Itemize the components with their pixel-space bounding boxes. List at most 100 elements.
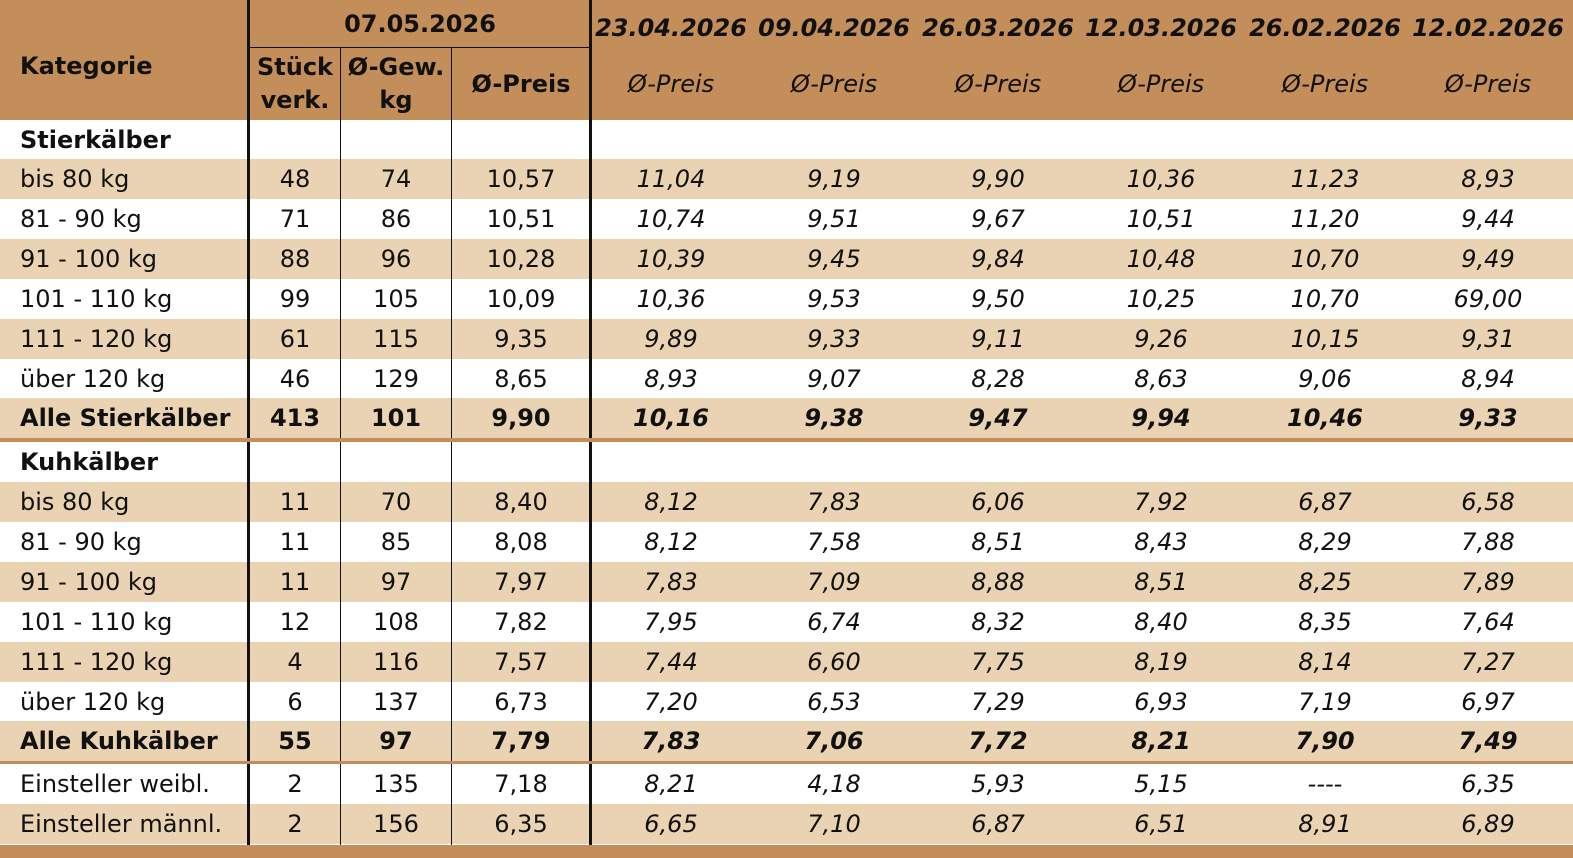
- header-history-date: 23.04.2026: [595, 14, 747, 42]
- row-label: bis 80 kg: [20, 165, 130, 193]
- cell-stueck: 11: [279, 528, 311, 556]
- cell-history-preis: 8,43: [1134, 528, 1188, 556]
- cell-stueck: 12: [279, 608, 311, 636]
- cell-history-preis: 6,06: [971, 488, 1025, 516]
- section-title: Kuhkälber: [20, 448, 159, 476]
- cell-history-preis: 9,50: [971, 285, 1025, 313]
- table-row: 101 - 110 kg 99 105 10,09 10,36 9,53 9,50 10,25…: [0, 279, 1573, 319]
- cell-gewicht: 85: [380, 528, 412, 556]
- row-label: 111 - 120 kg: [20, 648, 173, 676]
- total-row: Alle Kuhkälber 55 97 7,79 7,83 7,06 7,72 8,21 7,…: [0, 721, 1573, 761]
- table-row: bis 80 kg 11 70 8,40 8,12 7,83 6,06 7,92 6,87 6,5…: [0, 482, 1573, 522]
- cell-gewicht: 137: [373, 688, 419, 716]
- cell-history-preis: 8,14: [1298, 648, 1352, 676]
- cell-history-preis: 10,39: [636, 245, 706, 273]
- cell-history-preis: 10,46: [1287, 404, 1363, 432]
- cell-stueck: 4: [287, 648, 303, 676]
- cell-history-preis: 10,70: [1290, 245, 1360, 273]
- table-row: 91 - 100 kg 11 97 7,97 7,83 7,09 8,88 8,51 8,25 7…: [0, 562, 1573, 602]
- cell-preis: 10,09: [486, 285, 556, 313]
- cell-history-preis: 7,83: [644, 568, 698, 596]
- cell-history-preis: 9,33: [1458, 404, 1518, 432]
- cell-history-preis: 6,93: [1134, 688, 1188, 716]
- row-label: bis 80 kg: [20, 488, 130, 516]
- cell-history-preis: 6,35: [1461, 770, 1515, 798]
- section-stierkaelber: Stierkälber: [0, 120, 1573, 160]
- header-history-preis: Ø-Preis: [1444, 70, 1532, 98]
- cell-history-preis: 9,84: [971, 245, 1025, 273]
- cell-preis: 6,73: [494, 688, 548, 716]
- header-current-date: 07.05.2026: [344, 10, 496, 38]
- cell-history-preis: 8,93: [644, 365, 698, 393]
- header-history-date: 26.03.2026: [922, 14, 1074, 42]
- cell-history-preis: 10,25: [1126, 285, 1196, 313]
- cell-history-preis: 6,87: [1298, 488, 1352, 516]
- cell-history-preis: 6,53: [807, 688, 861, 716]
- cell-history-preis: 9,47: [968, 404, 1028, 432]
- row-label: 81 - 90 kg: [20, 205, 142, 233]
- cell-history-preis: 11,20: [1290, 205, 1360, 233]
- cell-gewicht: 115: [373, 325, 419, 353]
- row-label: Alle Stierkälber: [20, 404, 231, 432]
- cell-history-preis: 8,94: [1461, 365, 1515, 393]
- cell-history-preis: ----: [1307, 770, 1343, 798]
- cell-history-preis: 5,93: [971, 770, 1025, 798]
- cell-preis: 6,35: [494, 810, 548, 838]
- cell-history-preis: 11,04: [636, 165, 706, 193]
- cell-stueck: 11: [279, 488, 311, 516]
- header-history-preis: Ø-Preis: [1117, 70, 1205, 98]
- row-label: 91 - 100 kg: [20, 245, 158, 273]
- table-row: 101 - 110 kg 12 108 7,82 7,95 6,74 8,32 8,40 8,3…: [0, 602, 1573, 642]
- cell-preis: 8,65: [494, 365, 548, 393]
- cell-history-preis: 8,12: [644, 488, 698, 516]
- row-label: Alle Kuhkälber: [20, 727, 218, 755]
- grid-line: [340, 47, 341, 846]
- header-history-preis: Ø-Preis: [627, 70, 715, 98]
- cell-preis: 7,97: [494, 568, 548, 596]
- cell-history-preis: 9,11: [971, 325, 1025, 353]
- cell-history-preis: 9,49: [1461, 245, 1515, 273]
- cell-history-preis: 8,63: [1134, 365, 1188, 393]
- cell-gewicht: 135: [373, 770, 419, 798]
- header-stueck-line1: Stück: [256, 53, 334, 81]
- cell-history-preis: 9,89: [644, 325, 698, 353]
- cell-preis: 9,90: [491, 404, 551, 432]
- cell-history-preis: 7,49: [1458, 727, 1518, 755]
- cell-history-preis: 6,58: [1461, 488, 1515, 516]
- cell-preis: 9,35: [494, 325, 548, 353]
- cell-history-preis: 9,53: [807, 285, 861, 313]
- cell-history-preis: 7,90: [1295, 727, 1355, 755]
- cell-history-preis: 7,95: [644, 608, 698, 636]
- cell-history-preis: 7,10: [807, 810, 861, 838]
- row-label: 81 - 90 kg: [20, 528, 142, 556]
- cell-history-preis: 9,31: [1461, 325, 1515, 353]
- cell-history-preis: 8,51: [1134, 568, 1188, 596]
- cell-history-preis: 7,20: [644, 688, 698, 716]
- cell-history-preis: 10,15: [1290, 325, 1360, 353]
- cell-history-preis: 8,32: [971, 608, 1025, 636]
- cell-history-preis: 7,83: [641, 727, 701, 755]
- table-row: Einsteller männl. 2 156 6,35 6,65 7,10 6,87 6,5…: [0, 804, 1573, 844]
- cell-history-preis: 10,16: [633, 404, 709, 432]
- header-preis: Ø-Preis: [471, 70, 571, 98]
- cell-history-preis: 9,94: [1131, 404, 1191, 432]
- cell-history-preis: 9,33: [807, 325, 861, 353]
- cell-history-preis: 6,74: [807, 608, 861, 636]
- table-row: bis 80 kg 48 74 10,57 11,04 9,19 9,90 10,36 11,2…: [0, 159, 1573, 199]
- header-history-date: 12.03.2026: [1085, 14, 1237, 42]
- cell-history-preis: 6,89: [1461, 810, 1515, 838]
- cell-stueck: 6: [287, 688, 303, 716]
- cell-preis: 10,57: [486, 165, 556, 193]
- row-label: über 120 kg: [20, 688, 166, 716]
- cell-history-preis: 5,15: [1134, 770, 1188, 798]
- cell-stueck: 99: [279, 285, 311, 313]
- cell-gewicht: 101: [370, 404, 422, 432]
- table-row: 91 - 100 kg 88 96 10,28 10,39 9,45 9,84 10,48 10…: [0, 239, 1573, 279]
- cell-history-preis: 9,07: [807, 365, 861, 393]
- cell-history-preis: 7,06: [804, 727, 864, 755]
- cell-history-preis: 9,90: [971, 165, 1025, 193]
- cell-preis: 7,18: [494, 770, 548, 798]
- table-row: Einsteller weibl. 2 135 7,18 8,21 4,18 5,93 5,1…: [0, 764, 1573, 804]
- cell-preis: 10,28: [486, 245, 556, 273]
